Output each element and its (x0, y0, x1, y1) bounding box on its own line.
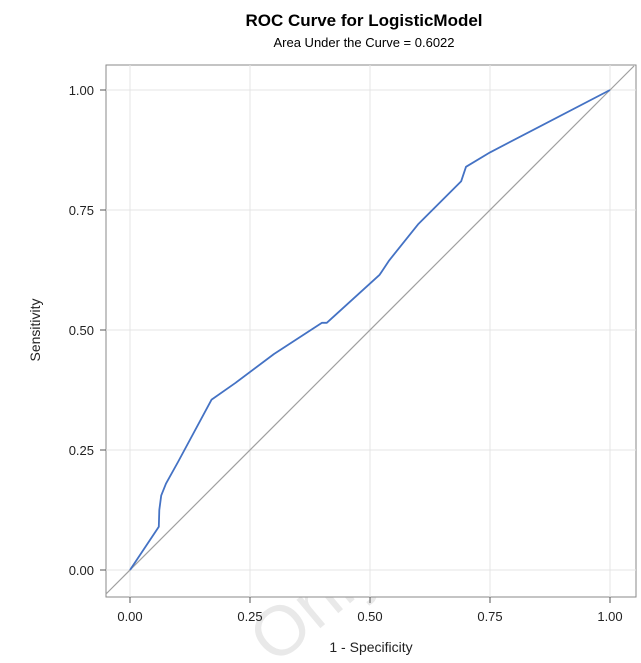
tick-marks (100, 89, 611, 603)
y-tick-label: 0.50 (69, 323, 94, 338)
y-axis-label: Sensitivity (27, 298, 43, 361)
x-tick-label: 0.50 (357, 609, 382, 624)
y-tick-label: 0.00 (69, 563, 94, 578)
y-tick-labels: 0.00 0.25 0.50 0.75 1.00 (69, 83, 94, 578)
chart-subtitle: Area Under the Curve = 0.6022 (273, 35, 454, 50)
roc-curve-line (129, 89, 611, 571)
x-tick-label: 0.75 (477, 609, 502, 624)
reference-diagonal-line (105, 65, 635, 595)
series-lines (105, 65, 635, 595)
y-tick-label: 0.25 (69, 443, 94, 458)
y-tick-label: 1.00 (69, 83, 94, 98)
x-tick-label: 1.00 (597, 609, 622, 624)
y-tick-label: 0.75 (69, 203, 94, 218)
plot-area (105, 64, 637, 598)
x-tick-label: 0.25 (237, 609, 262, 624)
x-axis-label: 1 - Specificity (329, 639, 412, 655)
x-tick-label: 0.00 (117, 609, 142, 624)
grid (106, 65, 636, 597)
chart-title: ROC Curve for LogisticModel (245, 11, 482, 30)
x-tick-labels: 0.00 0.25 0.50 0.75 1.00 (117, 609, 622, 624)
